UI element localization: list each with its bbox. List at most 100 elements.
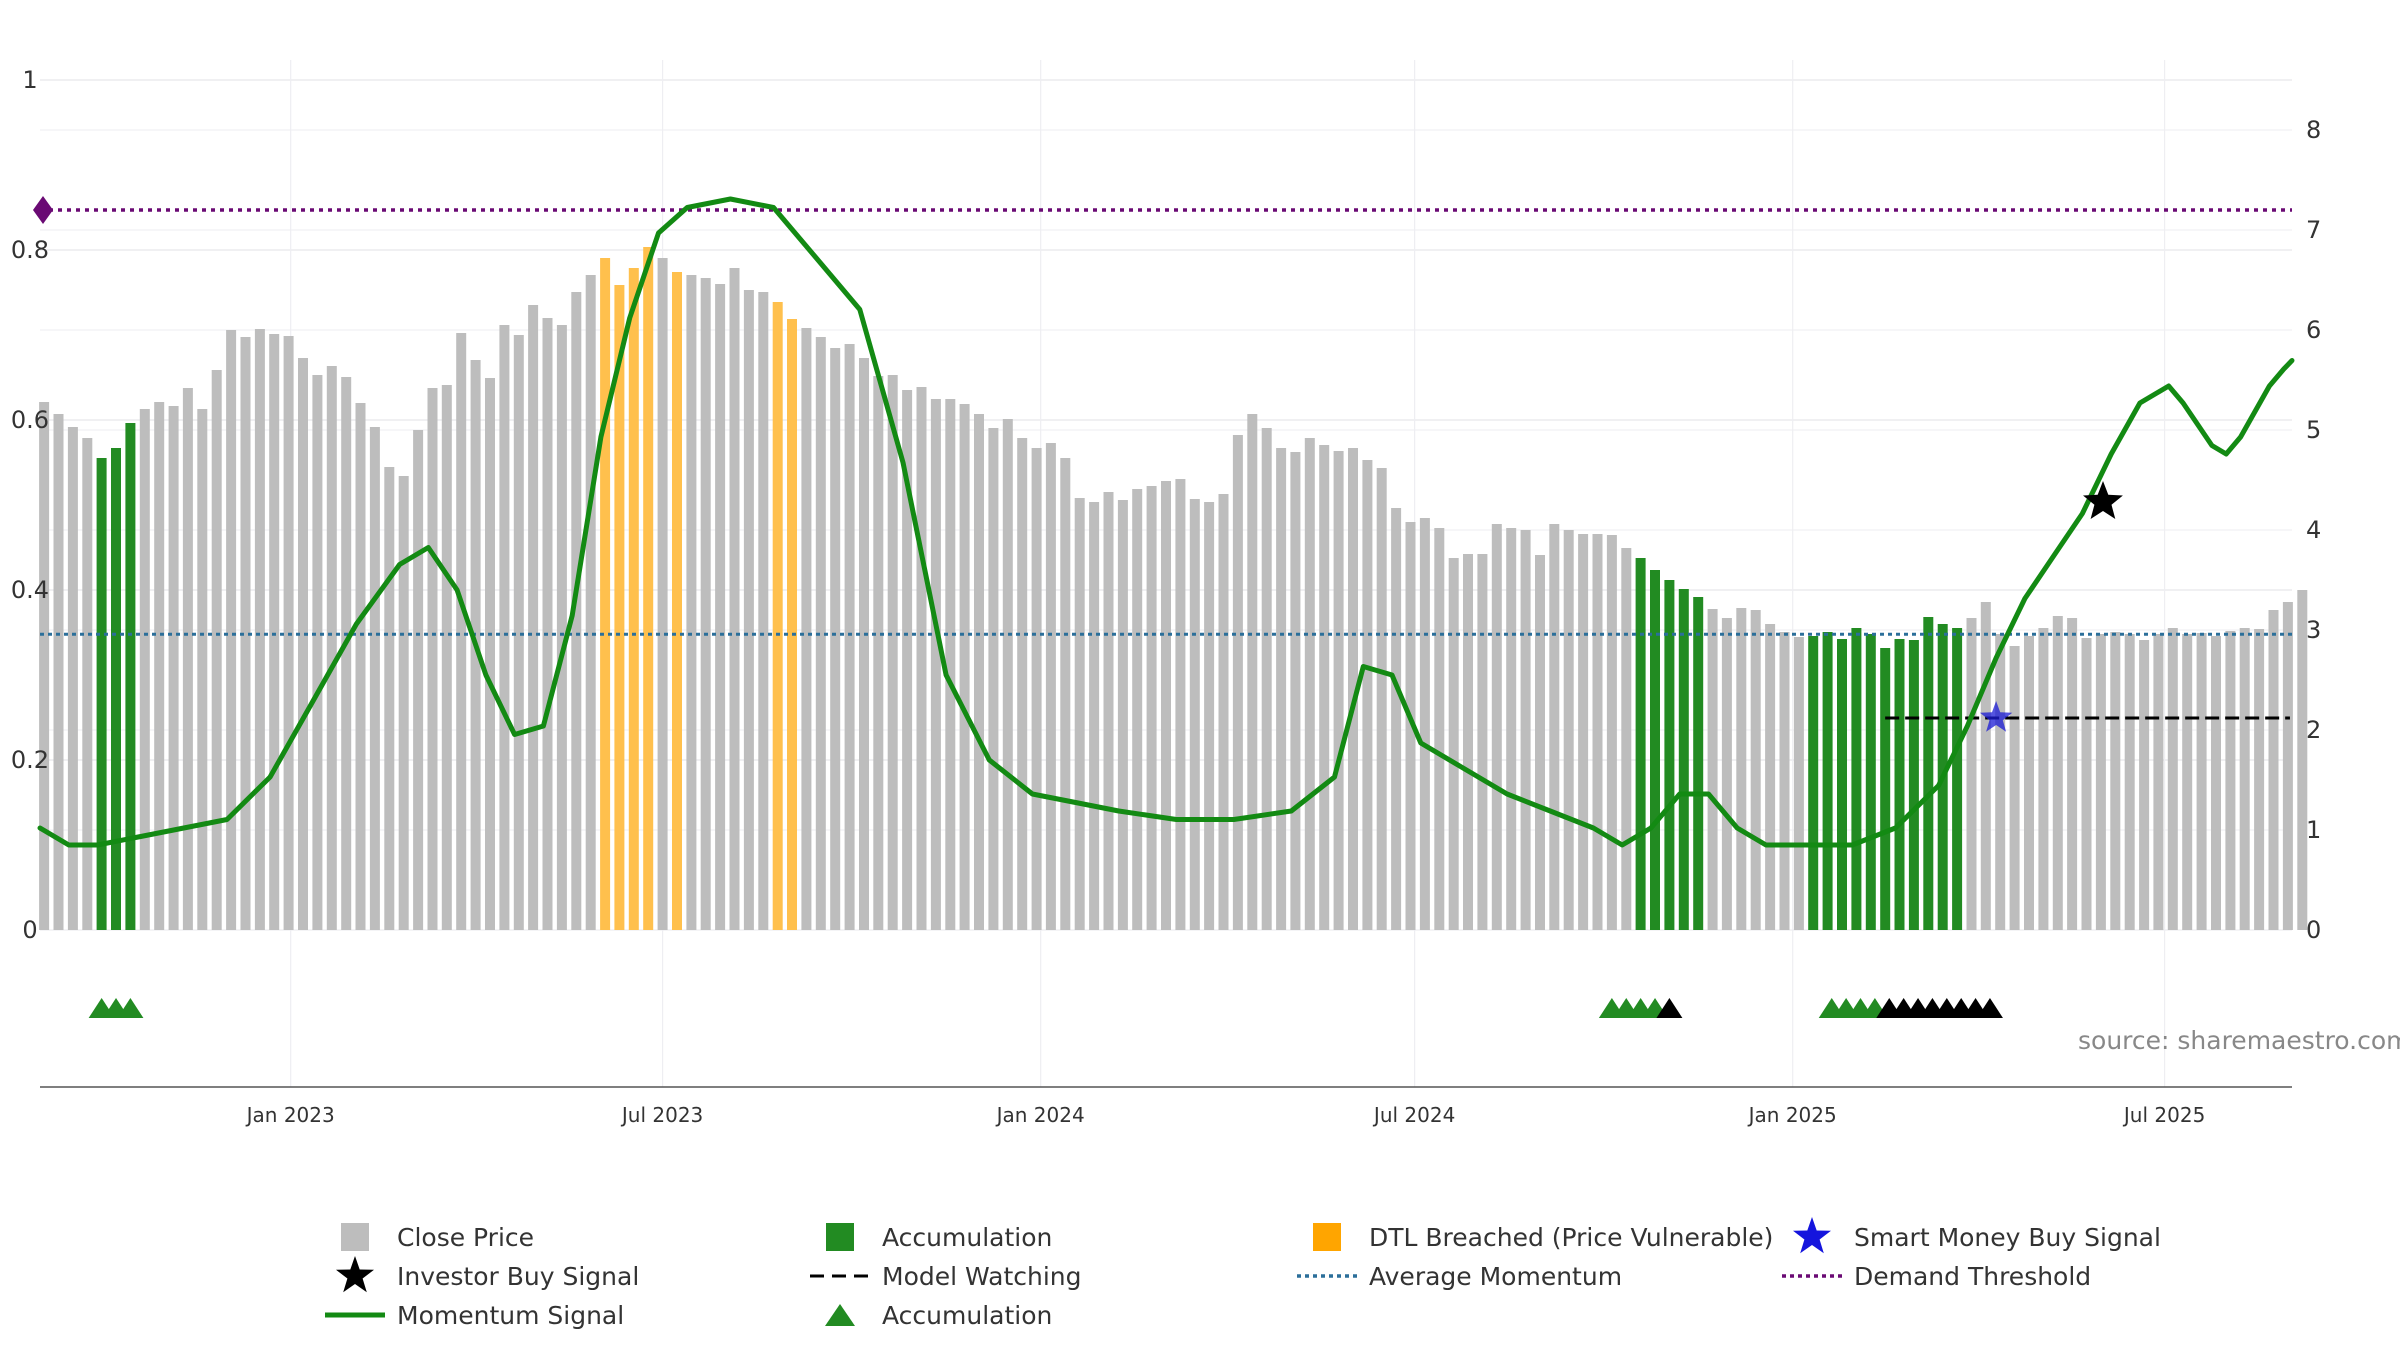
- price-bar: [1592, 534, 1603, 930]
- legend-label: Smart Money Buy Signal: [1854, 1223, 2161, 1252]
- price-bar: [556, 325, 567, 930]
- price-bar: [1218, 494, 1229, 930]
- right-tick-label: 7: [2306, 216, 2321, 244]
- price-bar: [1765, 624, 1776, 930]
- left-tick-label: 0.8: [11, 236, 49, 264]
- price-bar: [1132, 489, 1143, 930]
- price-bar: [1391, 508, 1402, 930]
- price-bar: [2239, 628, 2250, 930]
- legend: Close Price Accumulation DTL Breached (Pri…: [325, 1217, 2161, 1330]
- x-tick-label: Jan 2024: [995, 1103, 1085, 1127]
- price-bar: [2196, 633, 2207, 930]
- price-bar: [39, 402, 50, 930]
- price-bar: [2153, 634, 2164, 930]
- price-bar: [974, 414, 984, 930]
- price-bar: [657, 258, 668, 930]
- price-bar: [988, 428, 999, 930]
- price-bar: [1721, 618, 1732, 930]
- x-tick-label: Jan 2025: [1747, 1103, 1837, 1127]
- price-bar: [873, 376, 884, 930]
- price-bar: [930, 399, 941, 930]
- left-tick-label: 1: [22, 66, 37, 94]
- legend-item: Demand Threshold: [1782, 1262, 2091, 1291]
- price-bar: [1146, 486, 1157, 930]
- price-bar: [485, 378, 495, 930]
- price-bar: [614, 285, 625, 930]
- price-bar: [2225, 631, 2236, 930]
- price-bar: [1908, 640, 1919, 930]
- right-tick-label: 2: [2306, 716, 2321, 744]
- legend-item: Accumulation: [825, 1301, 1052, 1330]
- price-bar: [1837, 639, 1847, 930]
- legend-item: DTL Breached (Price Vulnerable): [1313, 1223, 1773, 1252]
- price-bar: [1995, 634, 2006, 930]
- price-bar: [1333, 451, 1344, 930]
- price-bar: [125, 423, 136, 930]
- price-bar: [1650, 570, 1660, 930]
- price-bar: [528, 305, 539, 930]
- price-bar: [2167, 628, 2178, 930]
- price-bar: [2052, 616, 2063, 930]
- price-bar: [887, 375, 898, 930]
- price-bar: [830, 348, 841, 930]
- reference-lines: [33, 196, 2292, 720]
- legend-label: Accumulation: [882, 1301, 1052, 1330]
- price-bar: [1304, 438, 1315, 930]
- accumulation-triangle: [117, 998, 144, 1018]
- price-bar: [1419, 518, 1430, 930]
- price-bar: [1491, 524, 1502, 930]
- legend-swatch: [341, 1223, 369, 1251]
- price-bar: [2038, 628, 2049, 930]
- price-bar: [902, 390, 913, 930]
- price-bar: [1045, 443, 1056, 930]
- price-bar: [1074, 498, 1085, 930]
- price-bar: [2067, 618, 2078, 930]
- price-bar: [513, 335, 524, 930]
- price-bar: [1779, 632, 1790, 930]
- price-bar: [1031, 448, 1042, 930]
- price-bar: [427, 388, 438, 930]
- right-tick-label: 1: [2306, 816, 2321, 844]
- price-bar: [1808, 636, 1819, 930]
- price-bar: [67, 427, 78, 930]
- price-bar: [2095, 634, 2106, 930]
- price-bar: [1247, 414, 1258, 930]
- price-bar: [96, 458, 107, 930]
- legend-item: Smart Money Buy Signal: [1793, 1217, 2161, 1254]
- price-bar: [1980, 602, 1991, 930]
- legend-item: Average Momentum: [1297, 1262, 1622, 1291]
- price-bar: [1966, 618, 1977, 930]
- price-bar: [571, 292, 582, 930]
- signal-markers: [1979, 481, 2123, 732]
- legend-label: DTL Breached (Price Vulnerable): [1369, 1223, 1773, 1252]
- price-bar: [398, 476, 409, 930]
- price-bar: [197, 409, 208, 930]
- price-bar: [585, 275, 596, 930]
- legend-label: Demand Threshold: [1854, 1262, 2091, 1291]
- momentum-line-group: [37, 196, 2295, 848]
- price-bar: [456, 333, 467, 930]
- price-bar: [2182, 634, 2193, 930]
- axes: 0 0.2 0.4 0.6 0.8 1 0 1 2 3 4 5 6 7 8 Jan 2023 Jul 2023 J…: [11, 66, 2321, 1127]
- price-bar: [1448, 558, 1459, 930]
- price-bar: [959, 404, 970, 930]
- price-bar: [916, 387, 927, 930]
- price-bar: [341, 377, 352, 930]
- price-bar: [1261, 428, 1272, 930]
- price-bar: [1578, 534, 1589, 930]
- legend-item: Investor Buy Signal: [336, 1256, 639, 1293]
- price-bar: [1707, 609, 1718, 930]
- price-bar: [1865, 634, 1876, 930]
- price-bar: [2110, 632, 2121, 930]
- x-tick-label: Jul 2023: [620, 1103, 703, 1127]
- price-bar: [1520, 530, 1531, 930]
- price-bar: [815, 337, 826, 930]
- price-bar: [1793, 637, 1804, 930]
- price-bar: [254, 329, 265, 930]
- price-bar: [729, 268, 740, 930]
- smart-money-buy-signal: [1979, 701, 2013, 732]
- price-bar: [1535, 555, 1545, 930]
- price-bar: [369, 427, 380, 930]
- demand-threshold-marker: [33, 196, 53, 225]
- price-bar: [859, 358, 869, 930]
